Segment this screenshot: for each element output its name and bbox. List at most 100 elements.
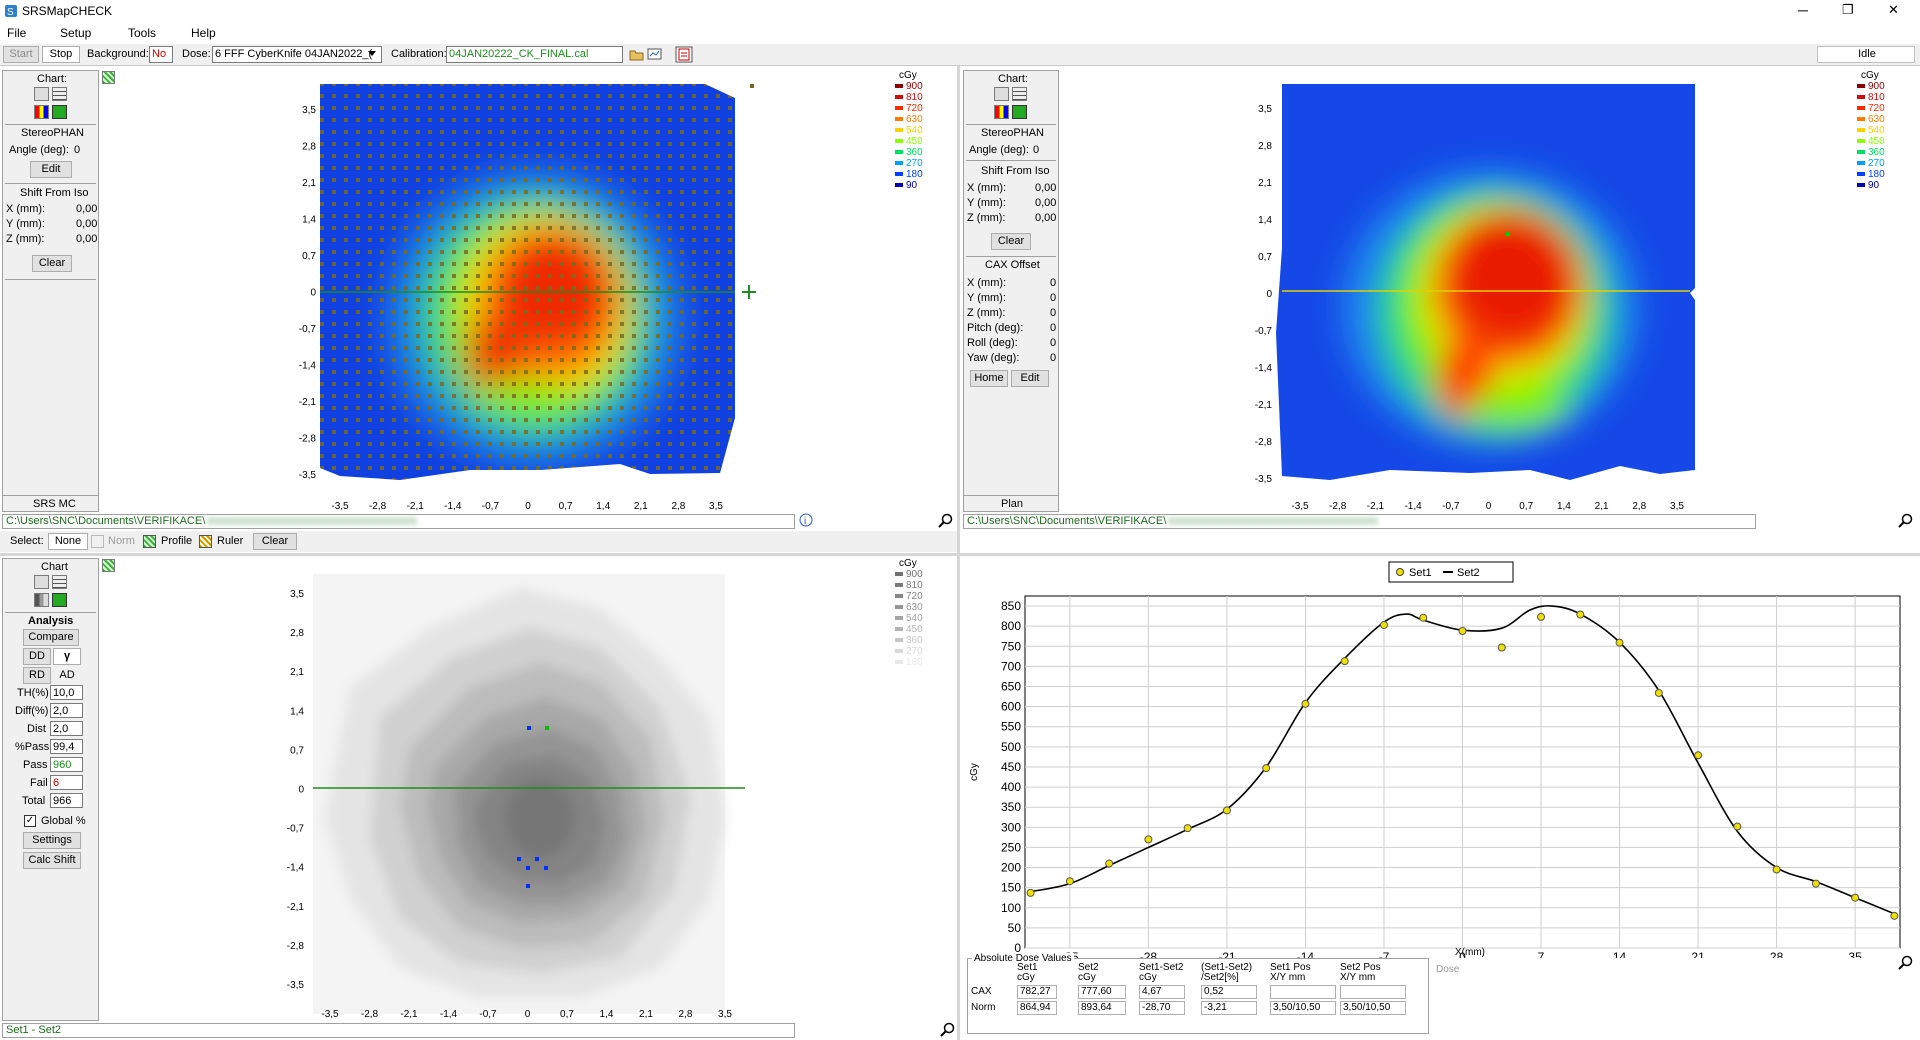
grid-icon[interactable] — [1012, 87, 1027, 101]
global-checkbox[interactable]: ✓ — [24, 815, 36, 827]
stop-button[interactable]: Stop — [42, 46, 80, 63]
profile-icon[interactable] — [143, 535, 156, 548]
edit-button[interactable]: Edit — [30, 161, 72, 178]
dose-value: 6 FFF CyberKnife 04JAN2022_( — [215, 48, 373, 60]
select-norm-button[interactable]: Norm — [108, 535, 135, 547]
close-button[interactable]: ✕ — [1888, 2, 1899, 17]
x-tick-label: -1,4 — [1404, 501, 1422, 512]
dose-dropdown[interactable]: 6 FFF CyberKnife 04JAN2022_( — [212, 46, 382, 63]
select-profile-button[interactable]: Profile — [161, 535, 193, 547]
legend-value: 540 — [906, 613, 923, 624]
dist-field[interactable]: 2,0 — [50, 721, 83, 736]
legend-item: 180 — [1857, 169, 1885, 180]
select-ruler-button[interactable]: Ruler — [217, 535, 244, 547]
fail-label: Fail — [30, 777, 48, 789]
absolute-dose-table: Absolute Dose Values Set1 cGy Set2 cGy Set1-… — [967, 953, 1429, 1034]
horizontal-splitter[interactable] — [0, 553, 1920, 556]
x-tick-label: 2,1 — [639, 1009, 653, 1020]
report-pdf-icon[interactable] — [675, 46, 693, 63]
gray-map-icon[interactable] — [34, 593, 49, 607]
x-tick-label: 28 — [1770, 950, 1784, 958]
zoom-icon[interactable] — [940, 1022, 956, 1038]
x-tick-label: -2,1 — [407, 501, 425, 512]
compare-button[interactable]: Compare — [23, 629, 79, 646]
panel1-path: C:\Users\SNC\Documents\VERIFIKACE\ — [6, 515, 206, 527]
select-none-button[interactable]: None — [48, 533, 88, 550]
legend-item: 540 — [895, 613, 923, 624]
select-clear-button[interactable]: Clear — [253, 533, 297, 550]
abs-table-cell: 893,64 — [1078, 1001, 1126, 1015]
y-tick-label: 0 — [1014, 941, 1021, 955]
settings-button[interactable]: Settings — [23, 832, 81, 849]
map-toggle-icon[interactable] — [102, 559, 115, 572]
cax-edit-button[interactable]: Edit — [1011, 370, 1049, 387]
y-tick-label: 0,7 — [290, 745, 304, 756]
ruler-icon[interactable] — [199, 535, 212, 548]
profile-handle-icon[interactable] — [742, 285, 756, 299]
y-tick-label: -3,5 — [287, 980, 305, 991]
ad-button[interactable]: AD — [53, 667, 81, 684]
panel2-path-field[interactable]: C:\Users\SNC\Documents\VERIFIKACE\ — [963, 514, 1756, 529]
diff-label: Diff(%) — [15, 705, 49, 717]
panel2-sidebar: Chart: StereoPHAN Angle (deg): 0 Shift F… — [963, 70, 1059, 512]
shift-z-label: Z (mm): — [967, 212, 1006, 224]
clear-shift-button[interactable]: Clear — [991, 233, 1031, 250]
legend-swatch — [895, 150, 903, 155]
maximize-button[interactable]: ❐ — [1842, 2, 1854, 17]
detector-icon[interactable] — [52, 593, 67, 607]
panel1-path-field[interactable]: C:\Users\SNC\Documents\VERIFIKACE\ — [2, 514, 795, 529]
angle-label: Angle (deg): — [9, 144, 69, 156]
legend-swatch — [1857, 150, 1865, 155]
chart-palette-icon[interactable] — [34, 575, 49, 589]
rd-button[interactable]: RD — [23, 667, 51, 684]
view-calibration-icon[interactable] — [647, 47, 663, 62]
legend-swatch — [895, 605, 903, 610]
y-tick-label: -0,7 — [1255, 326, 1273, 337]
minimize-button[interactable]: ─ — [1798, 2, 1808, 18]
series-set1-point — [1262, 764, 1271, 773]
legend-swatch — [895, 106, 903, 111]
x-tick-label: -0,7 — [479, 1009, 497, 1020]
calibration-field[interactable]: 04JAN20222_CK_FINAL.cal — [446, 46, 623, 63]
series-set1-point — [1419, 613, 1428, 622]
open-folder-icon[interactable] — [629, 47, 645, 62]
calc-shift-button[interactable]: Calc Shift — [23, 852, 81, 869]
menu-setup[interactable]: Setup — [60, 26, 92, 40]
clear-shift-button[interactable]: Clear — [32, 255, 72, 272]
series-set1-point — [1733, 822, 1742, 831]
chart-palette-icon[interactable] — [34, 87, 49, 101]
color-map-icon[interactable] — [994, 105, 1009, 119]
x-tick-label: 1,4 — [1557, 501, 1571, 512]
map-toggle-icon[interactable] — [102, 71, 115, 84]
detector-icon[interactable] — [52, 105, 67, 119]
legend-item: 360 — [895, 635, 923, 646]
background-field[interactable]: No — [149, 46, 173, 63]
legend-item: 270 — [1857, 158, 1885, 169]
home-button[interactable]: Home — [970, 370, 1008, 387]
zoom-icon[interactable] — [1898, 955, 1914, 971]
legend-item: 810 — [1857, 92, 1885, 103]
menu-help[interactable]: Help — [191, 26, 216, 40]
gamma-button[interactable]: γ — [53, 648, 81, 665]
chevron-down-icon[interactable] — [367, 50, 377, 58]
shift-x-value: 0,00 — [76, 203, 98, 215]
x-tick-label: -2,8 — [1329, 501, 1347, 512]
norm-icon[interactable] — [91, 535, 104, 548]
abs-table-cell: -28,70 — [1139, 1001, 1185, 1015]
detector-icon[interactable] — [1012, 105, 1027, 119]
start-button[interactable]: Start — [3, 46, 39, 63]
zoom-icon[interactable] — [1898, 513, 1914, 529]
legend-swatch — [895, 128, 903, 133]
diff-field[interactable]: 2,0 — [50, 703, 83, 718]
abs-table-header: Set1 — [1017, 962, 1038, 973]
th-field[interactable]: 10,0 — [50, 685, 83, 700]
zoom-icon[interactable] — [938, 513, 954, 529]
grid-icon[interactable] — [52, 87, 67, 101]
info-icon[interactable]: i — [799, 513, 813, 527]
menu-file[interactable]: File — [7, 26, 27, 40]
menu-tools[interactable]: Tools — [128, 26, 157, 40]
color-map-icon[interactable] — [34, 105, 49, 119]
grid-icon[interactable] — [52, 575, 67, 589]
chart-palette-icon[interactable] — [994, 87, 1009, 101]
dd-button[interactable]: DD — [23, 648, 51, 665]
